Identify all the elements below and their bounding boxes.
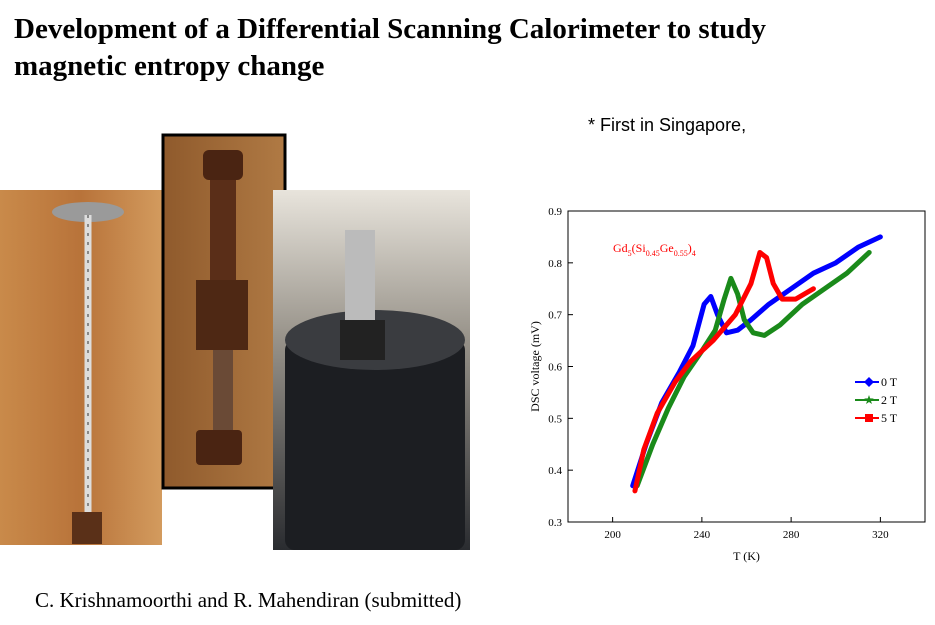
y-tick-label: 0.5	[548, 413, 562, 425]
citation: C. Krishnamoorthi and R. Mahendiran (sub…	[35, 588, 461, 612]
annotation-part: )	[688, 241, 692, 255]
title-line: Development of a Differential Scanning C…	[14, 13, 767, 45]
x-axis-label: T (K)	[733, 549, 760, 563]
title-line: magnetic entropy change	[14, 50, 325, 82]
legend-marker	[864, 395, 874, 405]
annotation-part: 0.55	[674, 249, 688, 258]
plot-frame	[567, 210, 926, 523]
y-tick-label: 0.7	[548, 310, 562, 322]
y-tick-label: 0.4	[548, 465, 562, 477]
chart: 0.3 0.4 0.5 0.6 0.7 0.8 0.9 200 240 280 320 T (K) DS…	[528, 206, 926, 563]
legend-label: 0 T	[881, 375, 898, 389]
y-axis-label: DSC voltage (mV)	[528, 321, 542, 412]
series-line	[632, 249, 816, 494]
y-tick-label: 0.3	[548, 517, 562, 529]
photo-cryostat	[273, 190, 470, 550]
note: * First in Singapore,	[588, 115, 746, 135]
legend-marker	[864, 377, 874, 387]
x-tick-label: 240	[694, 529, 711, 541]
y-tick-label: 0.8	[548, 258, 562, 270]
series-line	[634, 249, 872, 489]
legend-marker	[865, 414, 873, 422]
x-tick-label: 200	[604, 529, 621, 541]
photo-sensor	[161, 133, 287, 490]
annotation-part: 4	[692, 249, 696, 258]
y-tick-label: 0.6	[548, 362, 562, 374]
annotation-part: (Si	[632, 241, 647, 255]
legend-label: 5 T	[881, 411, 898, 425]
annotation-part: Ge	[660, 241, 674, 255]
x-tick-label: 320	[872, 529, 889, 541]
photo-probe	[0, 190, 162, 545]
x-tick-label: 280	[783, 529, 800, 541]
annotation-part: 0.45	[646, 249, 660, 258]
annotation-part: 5	[628, 249, 632, 258]
legend-label: 2 T	[881, 393, 898, 407]
y-tick-label: 0.9	[548, 206, 562, 218]
annotation: Gd5(Si0.45Ge0.55)4	[613, 241, 696, 258]
annotation-part: Gd	[613, 241, 628, 255]
